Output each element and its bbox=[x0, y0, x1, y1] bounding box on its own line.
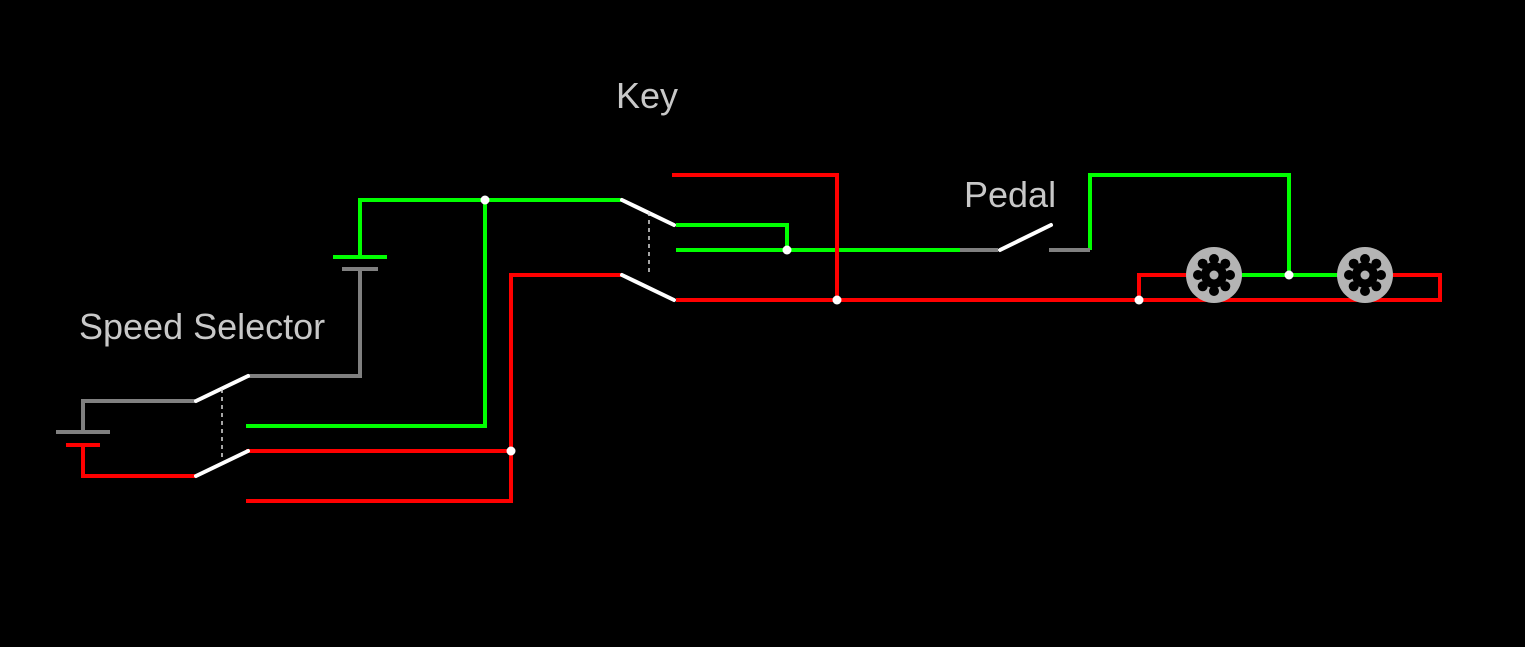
speed-selector-blade-lower[interactable] bbox=[194, 449, 250, 478]
green-wire-key-loop bbox=[676, 223, 789, 250]
red-wire-key-top-return bbox=[672, 173, 839, 300]
motor-left-hub bbox=[1209, 270, 1219, 280]
red-wire-selector-to-key bbox=[246, 273, 622, 453]
key-switch-blade-lower[interactable] bbox=[620, 273, 676, 302]
motor-right-hub bbox=[1360, 270, 1370, 280]
red-wires bbox=[66, 173, 1442, 503]
pedal-switch-blade[interactable] bbox=[998, 223, 1053, 252]
switch-blades bbox=[194, 198, 1053, 478]
gray-wire-battery-2-to-selector bbox=[248, 269, 362, 378]
switch-links bbox=[221, 212, 650, 460]
speed-selector-label: Speed Selector bbox=[79, 306, 326, 347]
junction-dot bbox=[832, 295, 842, 305]
junction-dot bbox=[506, 446, 516, 456]
motor-left-teeth bbox=[1193, 254, 1235, 296]
gray-wires bbox=[56, 248, 1090, 434]
motor-right-teeth bbox=[1344, 254, 1386, 296]
red-wire-selector-lower bbox=[246, 451, 513, 503]
gray-wire-battery-1-to-selector bbox=[81, 399, 195, 432]
key-label: Key bbox=[616, 75, 679, 116]
green-wire-pedal-to-motors bbox=[1088, 173, 1291, 275]
junction-dot bbox=[1134, 295, 1144, 305]
junction-dots bbox=[480, 195, 1294, 456]
red-wire-motor-left bbox=[1137, 273, 1190, 300]
junction-dot bbox=[480, 195, 490, 205]
motor-left bbox=[1186, 247, 1242, 303]
red-wire-battery-1-to-selector bbox=[81, 445, 195, 478]
junction-dot bbox=[782, 245, 792, 255]
green-wire-junction-to-selector bbox=[246, 200, 487, 428]
pedal-label: Pedal bbox=[964, 174, 1057, 215]
red-wire-key-to-motors bbox=[676, 273, 1442, 302]
motor-right bbox=[1337, 247, 1393, 303]
speed-selector-blade-upper[interactable] bbox=[194, 374, 250, 403]
key-switch-blade-upper[interactable] bbox=[620, 198, 676, 227]
junction-dot bbox=[1284, 270, 1294, 280]
green-wire-battery-top-to-key bbox=[358, 198, 622, 257]
